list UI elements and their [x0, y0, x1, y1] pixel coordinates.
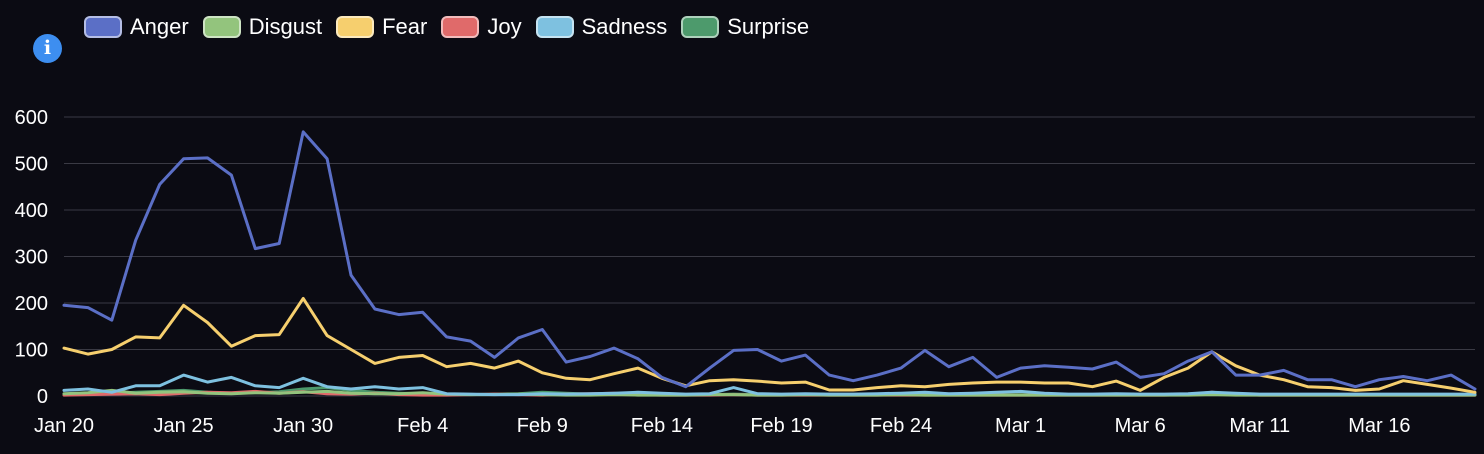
legend-swatch — [202, 16, 241, 38]
y-tick-label: 400 — [15, 200, 48, 222]
y-tick-label: 100 — [15, 340, 48, 362]
legend-label: Fear — [382, 14, 428, 39]
legend-label: Disgust — [248, 14, 323, 39]
legend-swatch — [441, 16, 480, 38]
legend-label: Anger — [130, 14, 189, 39]
legend-swatch — [535, 16, 574, 38]
y-tick-label: 0 — [37, 386, 48, 408]
legend-swatch — [681, 16, 720, 38]
legend-item-fear[interactable]: Fear — [336, 14, 427, 40]
x-tick-label: Feb 19 — [750, 415, 812, 437]
legend-label: Joy — [487, 14, 522, 39]
y-tick-label: 600 — [15, 107, 48, 129]
legend-item-surprise[interactable]: Surprise — [681, 14, 809, 40]
x-tick-label: Feb 24 — [870, 415, 932, 437]
info-icon[interactable]: i — [33, 34, 62, 63]
series-line-fear — [62, 296, 1477, 394]
x-tick-label: Mar 6 — [1115, 415, 1166, 437]
x-tick-label: Jan 20 — [34, 415, 94, 437]
series-line-anger — [62, 130, 1477, 391]
x-tick-label: Mar 1 — [995, 415, 1046, 437]
legend-item-sadness[interactable]: Sadness — [535, 14, 668, 40]
chart-legend: Anger Disgust Fear Joy Sadness Surprise — [84, 14, 823, 40]
legend-label: Sadness — [581, 14, 668, 39]
x-tick-label: Feb 14 — [631, 415, 693, 437]
x-tick-label: Feb 4 — [397, 415, 448, 437]
series-line-sadness — [62, 373, 1477, 397]
x-tick-label: Jan 25 — [154, 415, 214, 437]
legend-item-joy[interactable]: Joy — [441, 14, 522, 40]
legend-label: Surprise — [727, 14, 810, 39]
x-tick-label: Mar 16 — [1348, 415, 1410, 437]
legend-swatch — [84, 16, 122, 38]
y-tick-label: 200 — [15, 293, 48, 315]
legend-swatch — [336, 16, 375, 38]
x-tick-label: Jan 30 — [273, 415, 333, 437]
y-tick-label: 300 — [15, 247, 48, 269]
x-tick-label: Mar 11 — [1229, 415, 1290, 437]
y-tick-label: 500 — [15, 154, 48, 176]
legend-item-disgust[interactable]: Disgust — [202, 14, 323, 40]
legend-item-anger[interactable]: Anger — [84, 14, 189, 40]
x-tick-label: Feb 9 — [517, 415, 568, 437]
